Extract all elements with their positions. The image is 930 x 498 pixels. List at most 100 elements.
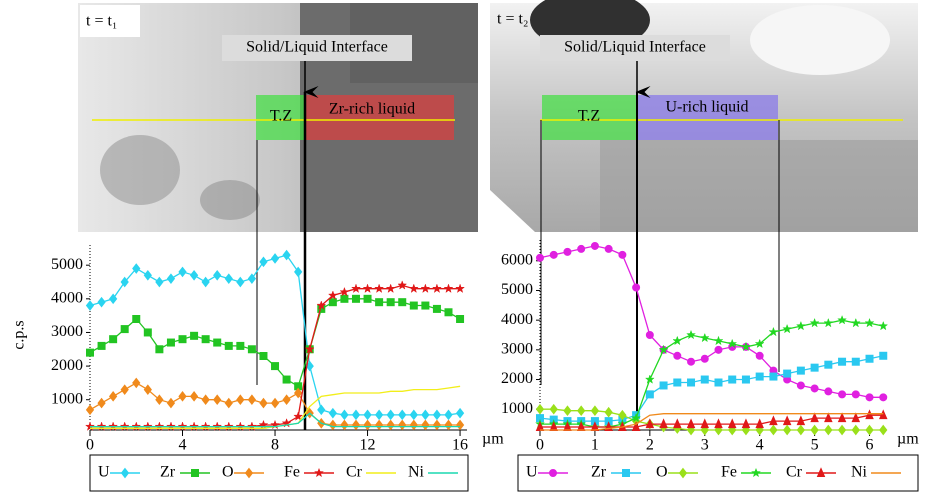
marker xyxy=(271,362,280,371)
marker xyxy=(178,391,187,402)
marker xyxy=(120,384,129,395)
marker xyxy=(824,412,833,423)
marker xyxy=(837,424,847,436)
marker xyxy=(632,283,641,292)
marker xyxy=(659,381,668,390)
marker xyxy=(865,354,874,363)
marker xyxy=(340,419,349,431)
marker xyxy=(143,328,152,337)
marker xyxy=(618,250,627,259)
marker xyxy=(351,419,361,431)
y-tick-label: 2000 xyxy=(51,357,83,374)
marker xyxy=(408,283,419,294)
marker xyxy=(755,372,764,381)
y-tick-label: 4000 xyxy=(501,311,533,328)
marker xyxy=(796,424,806,436)
marker xyxy=(97,341,106,350)
x-tick-label: 5 xyxy=(811,437,819,454)
marker xyxy=(727,338,738,349)
marker xyxy=(386,409,395,421)
marker xyxy=(213,338,222,347)
marker xyxy=(536,253,544,262)
marker xyxy=(796,366,805,375)
marker xyxy=(631,412,642,423)
marker xyxy=(431,283,442,294)
y-tick-label: 1000 xyxy=(501,400,533,417)
y-tick-label: 3000 xyxy=(501,341,533,358)
legend-label: U xyxy=(526,464,538,481)
marker xyxy=(824,360,833,369)
marker xyxy=(259,352,268,360)
legend-label: U xyxy=(98,464,110,481)
marker xyxy=(339,286,350,297)
marker xyxy=(328,407,337,419)
marker xyxy=(189,391,199,402)
legend-label: Ni xyxy=(408,464,425,481)
marker xyxy=(108,293,118,305)
marker xyxy=(783,369,792,378)
marker xyxy=(421,409,430,421)
marker xyxy=(673,351,682,360)
marker xyxy=(282,249,291,261)
marker xyxy=(294,387,303,399)
marker xyxy=(851,412,861,423)
series-line xyxy=(540,413,884,431)
legend-label: Fe xyxy=(284,464,300,481)
marker xyxy=(769,424,778,436)
marker xyxy=(386,298,395,307)
marker xyxy=(201,335,210,344)
interface-label: Solid/Liquid Interface xyxy=(564,39,706,56)
marker xyxy=(270,397,280,409)
x-axis-label: µm xyxy=(482,431,504,448)
marker xyxy=(374,419,384,431)
marker xyxy=(327,290,338,300)
marker xyxy=(456,315,465,323)
marker xyxy=(155,345,164,354)
y-tick-label: 4000 xyxy=(51,289,83,306)
marker xyxy=(455,283,466,294)
marker xyxy=(375,298,384,307)
x-tick-label: 16 xyxy=(452,437,468,454)
interface-label: Solid/Liquid Interface xyxy=(246,39,388,56)
marker xyxy=(878,409,888,420)
left-image xyxy=(78,3,478,232)
marker xyxy=(810,412,819,423)
marker xyxy=(350,283,362,294)
x-tick-label: 3 xyxy=(701,437,709,454)
marker xyxy=(755,418,764,429)
marker xyxy=(247,273,257,284)
marker xyxy=(385,283,396,294)
marker xyxy=(740,341,751,352)
marker xyxy=(769,415,778,426)
zone-label: T.Z xyxy=(270,108,292,125)
marker xyxy=(282,394,291,406)
marker xyxy=(397,280,408,290)
marker xyxy=(727,418,737,429)
marker xyxy=(351,294,360,303)
marker xyxy=(120,276,129,288)
marker xyxy=(362,283,373,294)
marker xyxy=(432,409,442,421)
marker xyxy=(340,409,349,421)
marker xyxy=(699,332,710,343)
x-tick-label: 4 xyxy=(756,437,764,454)
marker xyxy=(810,363,819,372)
marker xyxy=(782,323,793,334)
marker xyxy=(236,341,245,350)
marker xyxy=(645,331,654,339)
marker xyxy=(455,419,465,431)
liquid-label: U-rich liquid xyxy=(665,99,748,116)
marker xyxy=(409,419,418,431)
marker xyxy=(824,387,833,396)
legend-marker xyxy=(313,467,325,478)
marker xyxy=(714,418,723,429)
marker xyxy=(879,393,888,402)
marker xyxy=(97,397,106,409)
marker xyxy=(294,266,303,278)
marker xyxy=(741,418,751,429)
x-tick-label: 4 xyxy=(179,437,187,454)
time-label: t = t₂ xyxy=(497,11,529,28)
marker xyxy=(166,273,176,284)
marker xyxy=(421,301,430,310)
marker xyxy=(713,335,724,346)
